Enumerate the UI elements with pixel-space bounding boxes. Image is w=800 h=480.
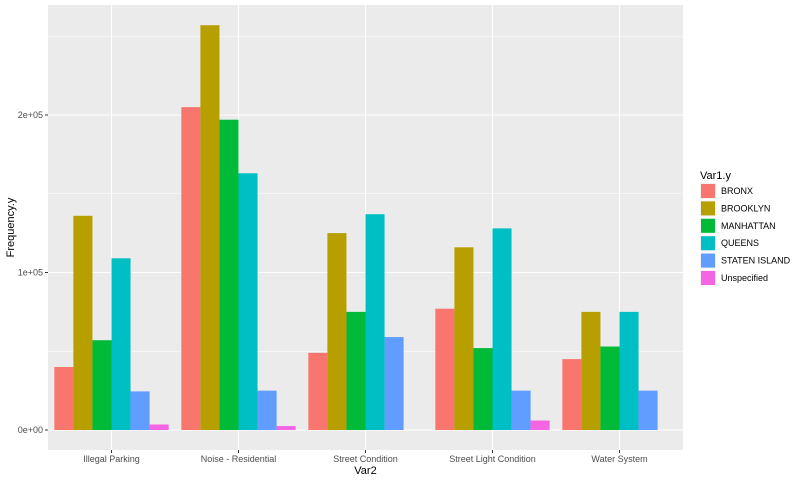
legend-swatch-bronx bbox=[701, 184, 715, 198]
bar-queens bbox=[619, 311, 639, 430]
bar-staten-island bbox=[384, 337, 404, 430]
bar-brooklyn bbox=[581, 311, 601, 430]
legend-label-staten-island: STATEN ISLAND bbox=[721, 256, 791, 266]
bar-queens bbox=[365, 214, 385, 430]
bar-unspecified bbox=[530, 420, 550, 430]
legend-swatch-brooklyn bbox=[701, 201, 715, 216]
y-tick-label: 0e+00 bbox=[18, 425, 43, 435]
bar-unspecified bbox=[149, 424, 169, 430]
bar-bronx bbox=[54, 367, 74, 430]
bar-manhattan bbox=[600, 346, 620, 430]
bar-staten-island bbox=[130, 391, 150, 430]
x-axis-title: Var2 bbox=[354, 465, 376, 477]
legend-swatch-queens bbox=[701, 236, 715, 251]
bar-brooklyn bbox=[73, 215, 93, 430]
legend-label-bronx: BRONX bbox=[721, 186, 753, 196]
bar-queens bbox=[238, 173, 258, 430]
bar-bronx bbox=[562, 359, 582, 430]
bar-manhattan bbox=[219, 119, 239, 430]
bar-staten-island bbox=[638, 390, 658, 430]
legend-title: Var1.y bbox=[700, 170, 731, 182]
bar-brooklyn bbox=[200, 25, 220, 430]
bar-bronx bbox=[308, 352, 328, 430]
bar-queens bbox=[492, 228, 512, 430]
bar-staten-island bbox=[257, 390, 277, 430]
bar-staten-island bbox=[511, 390, 531, 430]
legend-swatch-staten-island bbox=[701, 253, 715, 268]
bar-manhattan bbox=[473, 348, 493, 430]
x-axis: Illegal Parking Noise - Residential Street… bbox=[83, 450, 648, 464]
legend-label-unspecified: Unspecified bbox=[721, 273, 768, 283]
legend-label-brooklyn: BROOKLYN bbox=[721, 203, 770, 213]
bar-brooklyn bbox=[454, 247, 474, 430]
bars-group bbox=[54, 25, 658, 430]
y-axis-title: Frequency.y bbox=[5, 197, 17, 257]
bar-queens bbox=[111, 258, 131, 430]
bar-unspecified bbox=[276, 426, 296, 430]
legend-label-queens: QUEENS bbox=[721, 238, 759, 248]
y-tick-label: 1e+05 bbox=[18, 268, 43, 278]
y-tick-label: 2e+05 bbox=[18, 110, 43, 120]
legend: Var1.y BRONX BROOKLYN MANHATTAN QUEENS STATE… bbox=[700, 170, 791, 286]
legend-swatch-unspecified bbox=[701, 271, 715, 285]
bar-manhattan bbox=[346, 311, 366, 430]
x-tick-label: Street Condition bbox=[333, 454, 398, 464]
x-tick-label: Street Light Condition bbox=[449, 454, 536, 464]
bar-brooklyn bbox=[327, 233, 347, 430]
y-axis: 0e+00 1e+05 2e+05 bbox=[18, 110, 48, 435]
bar-bronx bbox=[435, 308, 455, 430]
bar-manhattan bbox=[92, 340, 112, 430]
x-tick-label: Noise - Residential bbox=[201, 454, 277, 464]
bar-bronx bbox=[181, 107, 201, 430]
x-tick-label: Illegal Parking bbox=[83, 454, 140, 464]
legend-label-manhattan: MANHATTAN bbox=[721, 221, 776, 231]
x-tick-label: Water System bbox=[591, 454, 647, 464]
legend-swatch-manhattan bbox=[701, 218, 715, 233]
